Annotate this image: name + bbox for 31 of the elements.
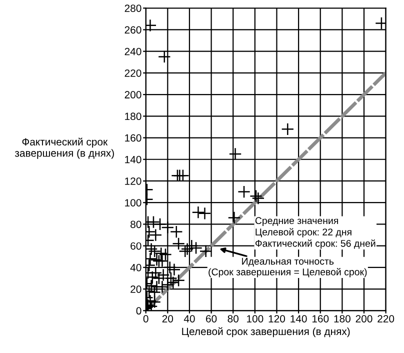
y-tick-label: 80 bbox=[130, 220, 142, 228]
x-tick-label: 120 bbox=[268, 315, 286, 322]
y-tick-label: 180 bbox=[125, 112, 142, 120]
x-tick-label: 200 bbox=[356, 315, 372, 322]
y-tick-label: 240 bbox=[124, 48, 142, 56]
y-tick-label: 100 bbox=[125, 199, 142, 206]
annotation: Идеальная точность (Срок завершения = Целевой срок) bbox=[208, 258, 367, 278]
y-tick-label: 160 bbox=[125, 134, 142, 142]
x-tick-label: 0 bbox=[143, 315, 148, 322]
y-tick-label: 140 bbox=[125, 156, 142, 164]
x-tick-label: 40 bbox=[184, 315, 195, 322]
y-axis-title: Фактический срок завершения (в днях) bbox=[14, 138, 114, 159]
y-tick-label: 20 bbox=[130, 286, 142, 293]
y-tick-label: 260 bbox=[124, 26, 142, 34]
x-tick-label: 220 bbox=[378, 315, 394, 322]
annotation: Средние значения Целевой срок: 22 дня Фактический срок: 56 дней bbox=[255, 217, 376, 249]
y-tick-label: 0 bbox=[136, 307, 142, 315]
y-tick-label: 40 bbox=[130, 264, 142, 272]
y-tick-label: 280 bbox=[124, 4, 142, 12]
y-tick-label: 200 bbox=[124, 91, 142, 98]
x-tick-label: 100 bbox=[247, 315, 264, 322]
x-tick-label: 60 bbox=[206, 315, 217, 322]
x-tick-label: 20 bbox=[162, 315, 174, 322]
y-tick-label: 60 bbox=[130, 242, 142, 250]
x-tick-label: 160 bbox=[312, 315, 329, 322]
x-tick-label: 180 bbox=[334, 315, 350, 322]
x-tick-label: 80 bbox=[228, 315, 238, 322]
x-tick-label: 140 bbox=[290, 315, 307, 322]
y-tick-label: 220 bbox=[124, 69, 142, 77]
x-axis-title: Целевой срок завершения (в днях) bbox=[182, 327, 350, 338]
y-tick-label: 120 bbox=[125, 177, 142, 185]
